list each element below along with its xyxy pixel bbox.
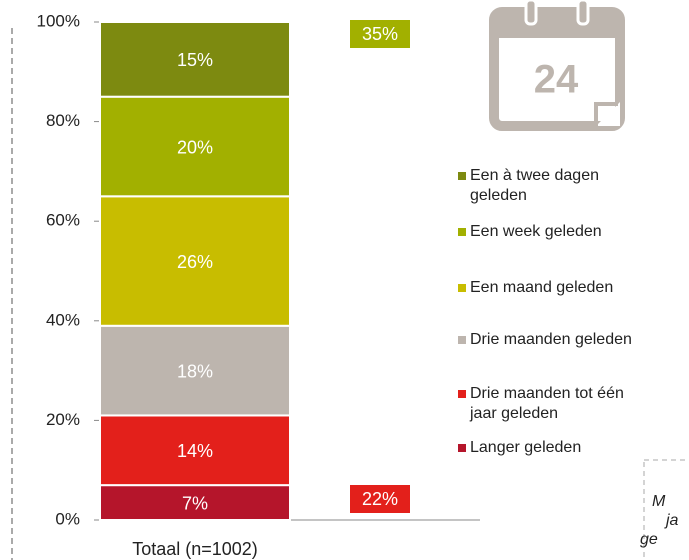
legend-label: Een à twee dagen geleden [470,167,599,204]
y-tick-label: 20% [46,410,80,429]
legend-label: Drie maanden geleden [470,331,632,348]
y-tick-label: 40% [46,310,80,329]
bar-segment [99,414,291,487]
y-tick-label: 60% [46,211,80,230]
data-label: 26% [177,252,213,272]
data-label: 7% [182,493,208,513]
y-tick-label: 80% [46,111,80,130]
annotation: 35% [362,24,398,44]
annotation: 22% [362,489,398,509]
legend-swatch [458,444,466,452]
annotation-box [350,20,410,48]
legend-label: Een maand geleden [470,279,614,296]
note-text: M [652,493,666,510]
data-label: 14% [177,441,213,461]
note-text: ja [664,512,679,529]
note-text: ge [640,531,658,548]
legend-swatch [458,336,466,344]
bar-segment [99,195,291,327]
note-box [643,459,689,560]
legend-label: Langer geleden [470,439,582,456]
legend-swatch [458,172,466,180]
legend-swatch [458,390,466,398]
legend-swatch [458,284,466,292]
x-tick-label: Totaal (n=1002) [132,539,258,559]
legend-swatch [458,228,466,236]
calendar-icon [489,0,625,131]
y-tick-label: 0% [55,509,80,528]
legend-label: Drie maanden tot één jaar geleden [470,385,624,422]
bar-segment [99,324,291,417]
annotation-box [350,485,410,513]
y-tick-label: 100% [37,11,80,30]
legend-label: Een week geleden [470,223,602,240]
data-label: 20% [177,137,213,157]
calendar-day: 24 [534,58,579,102]
bar-segment [99,21,291,98]
bar-segment [99,95,291,198]
data-label: 15% [177,50,213,70]
data-label: 18% [177,361,213,381]
